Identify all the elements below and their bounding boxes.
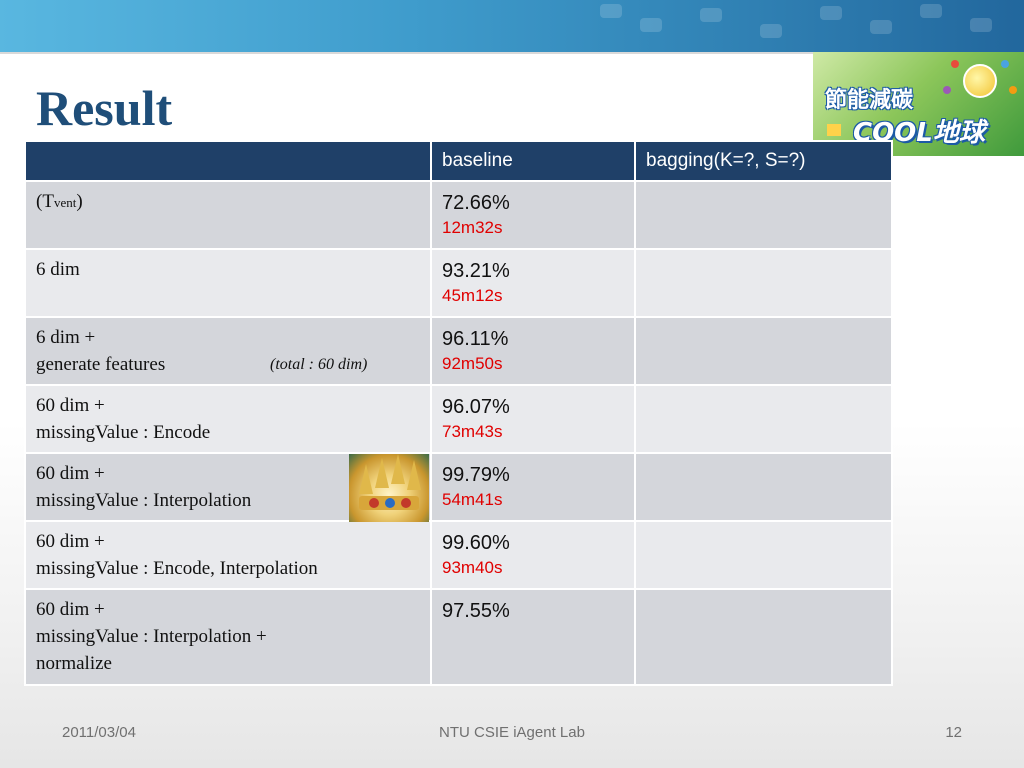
time-value: 73m43s bbox=[442, 422, 503, 441]
accuracy-value: 97.55% bbox=[442, 600, 510, 622]
header-cell-bagging: bagging(K=?, S=?) bbox=[634, 140, 893, 182]
baseline-cell: 96.07% 73m43s bbox=[430, 384, 636, 454]
bagging-cell bbox=[634, 588, 893, 686]
time-value: 54m41s bbox=[442, 490, 503, 509]
bagging-cell bbox=[634, 384, 893, 454]
baseline-cell: 99.60% 93m40s bbox=[430, 520, 636, 590]
row-label: (Tvent) bbox=[24, 180, 432, 250]
footer-date: 2011/03/04 bbox=[62, 724, 136, 741]
accuracy-value: 99.60% bbox=[442, 532, 510, 554]
total-dim-note: (total : 60 dim) bbox=[270, 356, 368, 373]
baseline-cell: 97.55% bbox=[430, 588, 636, 686]
time-value: 93m40s bbox=[442, 558, 503, 577]
baseline-cell: 72.66% 12m32s bbox=[430, 180, 636, 250]
accuracy-value: 99.79% bbox=[442, 464, 510, 486]
table-row: (Tvent) 72.66% 12m32s bbox=[24, 180, 893, 250]
table-row: 6 dim + generate features (total : 60 di… bbox=[24, 316, 893, 386]
header-cell-label bbox=[24, 140, 432, 182]
table-row: 60 dim + missingValue : Encode, Interpol… bbox=[24, 520, 893, 590]
bagging-cell bbox=[634, 520, 893, 590]
row-label: 60 dim + missingValue : Encode bbox=[24, 384, 432, 454]
baseline-cell: 96.11% 92m50s bbox=[430, 316, 636, 386]
bagging-cell bbox=[634, 248, 893, 318]
result-table: baseline bagging(K=?, S=?) (Tvent) 72.66… bbox=[24, 140, 893, 686]
footer-lab-name: NTU CSIE iAgent Lab bbox=[439, 724, 585, 741]
energy-saving-logo-icon: 節能減碳 COOL地球 bbox=[813, 52, 1024, 156]
row-label: 6 dim + generate features (total : 60 di… bbox=[24, 316, 432, 386]
table-row: 60 dim + missingValue : Interpolation 99… bbox=[24, 452, 893, 522]
top-banner bbox=[0, 0, 1024, 52]
row-label: 60 dim + missingValue : Encode, Interpol… bbox=[24, 520, 432, 590]
bagging-cell bbox=[634, 180, 893, 250]
header-cell-baseline: baseline bbox=[430, 140, 636, 182]
accuracy-value: 96.11% bbox=[442, 328, 509, 350]
row-label: 60 dim + missingValue : Interpolation + … bbox=[24, 588, 432, 686]
table-header-row: baseline bagging(K=?, S=?) bbox=[24, 140, 893, 182]
baseline-cell: 99.79% 54m41s bbox=[430, 452, 636, 522]
time-value: 12m32s bbox=[442, 218, 503, 237]
crown-icon bbox=[349, 454, 429, 522]
row-label: 60 dim + missingValue : Interpolation bbox=[24, 452, 432, 522]
table-row: 60 dim + missingValue : Interpolation + … bbox=[24, 588, 893, 686]
slide-title: Result bbox=[36, 80, 173, 136]
time-value: 92m50s bbox=[442, 354, 503, 373]
table-row: 60 dim + missingValue : Encode 96.07% 73… bbox=[24, 384, 893, 454]
accuracy-value: 93.21% bbox=[442, 260, 510, 282]
bagging-cell bbox=[634, 452, 893, 522]
time-value: 45m12s bbox=[442, 286, 503, 305]
baseline-cell: 93.21% 45m12s bbox=[430, 248, 636, 318]
banner-divider bbox=[0, 52, 1024, 54]
logo-text-line1: 節能減碳 bbox=[825, 88, 914, 113]
accuracy-value: 96.07% bbox=[442, 396, 510, 418]
row-label: 6 dim bbox=[24, 248, 432, 318]
table-row: 6 dim 93.21% 45m12s bbox=[24, 248, 893, 318]
bagging-cell bbox=[634, 316, 893, 386]
footer-page-number: 12 bbox=[945, 724, 962, 741]
accuracy-value: 72.66% bbox=[442, 192, 510, 214]
